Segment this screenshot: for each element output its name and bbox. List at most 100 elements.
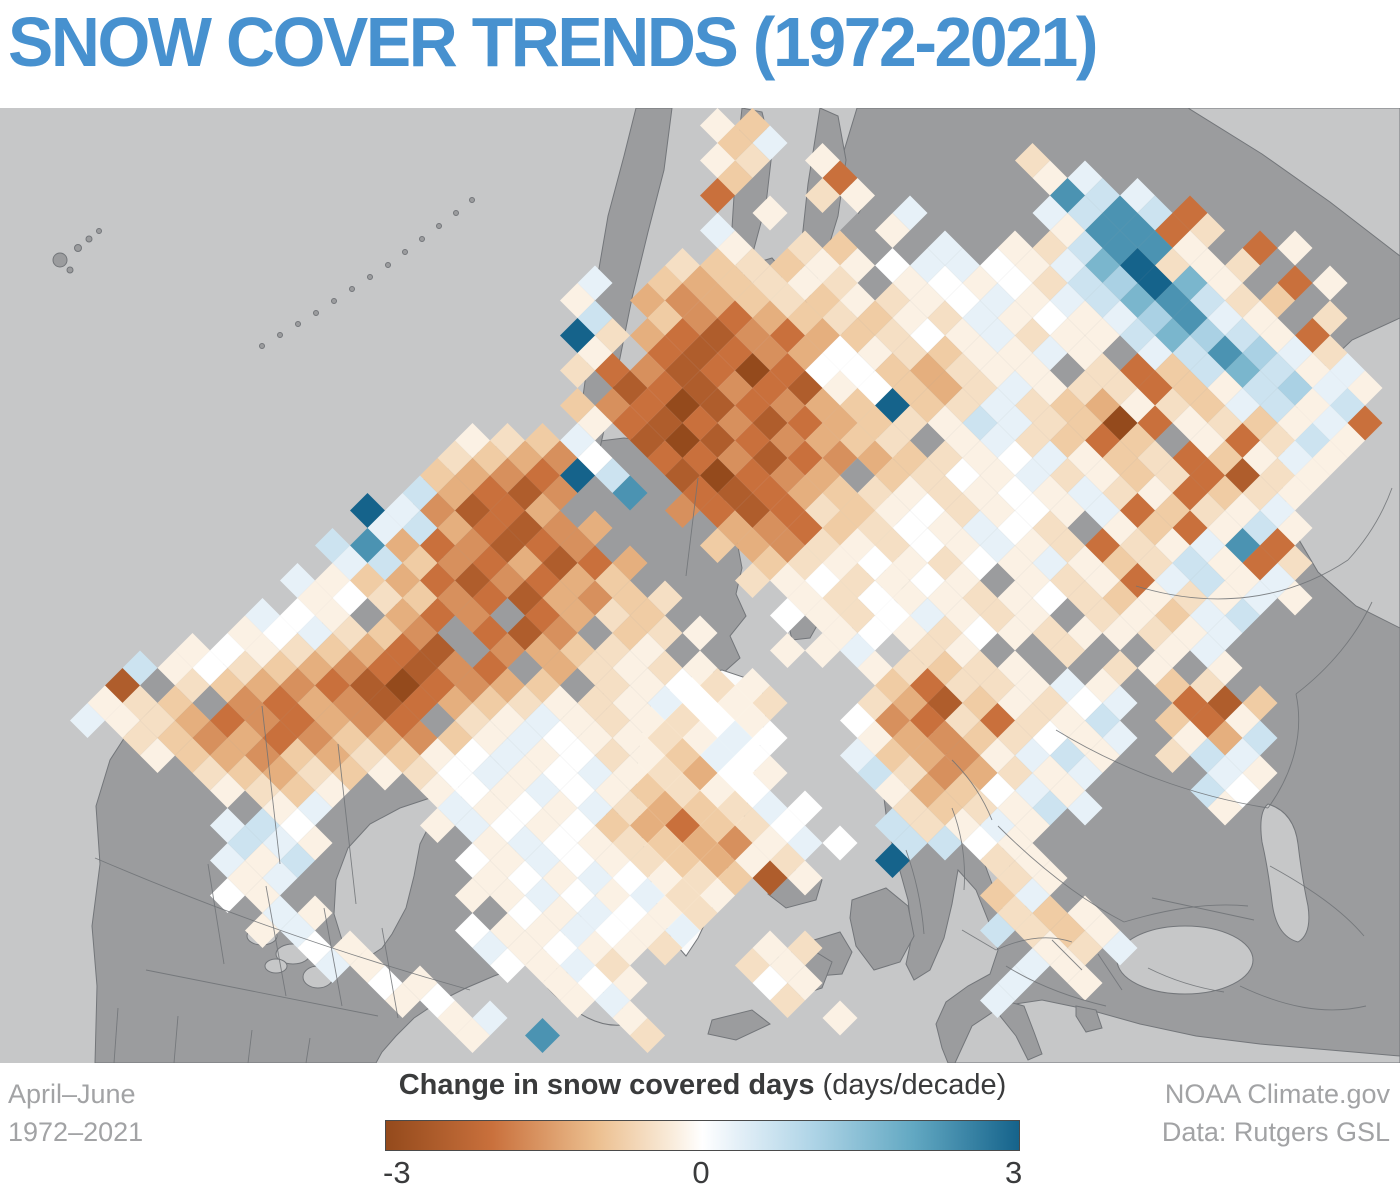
legend-colorbar xyxy=(385,1120,1020,1151)
grid-cell xyxy=(630,1018,665,1053)
grid-cell xyxy=(490,948,525,983)
legend-tick-zero: 0 xyxy=(692,1155,710,1190)
border-china-west xyxy=(1295,601,1373,695)
grid-cell xyxy=(647,930,683,966)
legend-title: Change in snow covered days (days/decade… xyxy=(385,1069,1020,1102)
border-state xyxy=(145,969,379,1017)
grid-cell xyxy=(1277,230,1313,266)
grid-cell xyxy=(525,1018,560,1053)
grid-cell xyxy=(612,475,648,511)
border-europe xyxy=(1097,953,1123,991)
grid-cell xyxy=(700,528,735,563)
border-alaska-yukon xyxy=(685,477,699,577)
sea-bering-corner xyxy=(1187,108,1400,257)
grid-cell xyxy=(927,195,963,231)
island-aleutian-dot xyxy=(367,274,373,280)
border-kazakh-china xyxy=(1267,693,1300,809)
island-aleutian-dot xyxy=(313,310,319,316)
year-range: 1972–2021 xyxy=(8,1117,144,1147)
island-hawaii-dot xyxy=(96,228,102,234)
grid-cell xyxy=(1155,738,1190,773)
snow-cover-map xyxy=(0,108,1400,1063)
grid-cell xyxy=(980,913,1015,948)
grid-cell xyxy=(700,178,735,213)
grid-cell xyxy=(840,178,875,213)
border-norway-sweden xyxy=(905,849,925,935)
grid-cell xyxy=(70,703,105,738)
border-europe xyxy=(961,929,997,951)
credit-source: Data: Rutgers GSL xyxy=(1161,1117,1390,1147)
mediterranean-peninsulas xyxy=(999,999,1103,1061)
grid-cells xyxy=(70,108,1383,1053)
border-province xyxy=(261,705,281,865)
border-amur xyxy=(1347,487,1393,561)
credits: NOAA Climate.gov Data: Rutgers GSL xyxy=(1162,1075,1390,1151)
grid-cell xyxy=(245,913,280,948)
grid-cell xyxy=(1067,790,1103,826)
grid-cell xyxy=(770,983,805,1018)
border-finland-russia xyxy=(951,759,993,821)
grid-cell xyxy=(455,878,490,913)
grid-cell xyxy=(1102,930,1138,966)
island-aleutian-dot xyxy=(419,236,425,242)
grid-cell xyxy=(875,213,910,248)
grid-cell xyxy=(787,860,823,896)
border-kazakh-russia xyxy=(1055,729,1269,809)
grid-cell xyxy=(822,1000,858,1036)
grid-cell xyxy=(140,738,175,773)
grid-cell xyxy=(805,178,840,213)
peninsula-italy xyxy=(999,999,1043,1061)
island-aleutian-dot xyxy=(259,343,265,349)
island-aleutian-dot xyxy=(436,223,442,229)
grid-cell xyxy=(980,983,1015,1018)
border-central-asia xyxy=(1269,865,1365,937)
grid-cell xyxy=(770,598,805,633)
peninsula-nova-scotia xyxy=(707,1009,771,1041)
credit-publisher: NOAA Climate.gov xyxy=(1164,1079,1390,1109)
island-hawaii xyxy=(52,252,68,268)
island-hawaii-dot xyxy=(74,244,82,252)
border-turkey-iran xyxy=(1239,985,1367,1011)
grid-cell xyxy=(1312,265,1348,301)
grid-cell xyxy=(315,948,350,983)
border-mongolia xyxy=(1135,559,1349,600)
grid-cell xyxy=(805,633,840,668)
border-state xyxy=(173,1015,179,1063)
border-state xyxy=(113,1007,119,1063)
island-aleutian-dot xyxy=(469,197,475,203)
page-title: SNOW COVER TRENDS (1972-2021) xyxy=(8,3,1098,81)
grid-cell xyxy=(770,633,805,668)
island-aleutian-dot xyxy=(453,210,459,216)
grid-cell xyxy=(1207,790,1243,826)
legend-tick-max: 3 xyxy=(1005,1155,1023,1190)
grid-cell xyxy=(1050,633,1085,668)
border-province xyxy=(337,743,357,905)
grid-cell xyxy=(1067,965,1103,1001)
lake-michigan xyxy=(264,958,288,974)
border-ukraine xyxy=(1123,904,1249,923)
legend-tick-min: -3 xyxy=(383,1155,411,1190)
border-state xyxy=(305,1037,311,1063)
island-hawaii-dot xyxy=(66,266,74,274)
island-britain xyxy=(849,887,915,971)
grid-cell xyxy=(752,860,788,896)
grid-cell xyxy=(682,615,718,651)
grid-cell xyxy=(735,563,770,598)
legend-bar: April–June 1972–2021 Change in snow cove… xyxy=(0,1063,1400,1200)
border-us-canada xyxy=(94,857,471,991)
border-province xyxy=(265,885,287,997)
border-europe xyxy=(1147,967,1225,993)
grid-cell xyxy=(367,755,403,791)
season-label: April–June 1972–2021 xyxy=(8,1075,143,1151)
season-range: April–June xyxy=(8,1079,136,1109)
grid-cell xyxy=(927,825,963,861)
border-state xyxy=(247,1029,253,1063)
border-province xyxy=(381,927,399,1019)
grid-cell xyxy=(875,843,910,878)
grid-cell xyxy=(455,1018,490,1053)
border-europe xyxy=(1005,965,1107,1007)
border-europe xyxy=(995,937,1073,951)
island-hawaii-dot xyxy=(85,235,93,243)
title-bar: SNOW COVER TRENDS (1972-2021) xyxy=(0,0,1400,108)
legend-title-units: (days/decade) xyxy=(814,1069,1007,1101)
